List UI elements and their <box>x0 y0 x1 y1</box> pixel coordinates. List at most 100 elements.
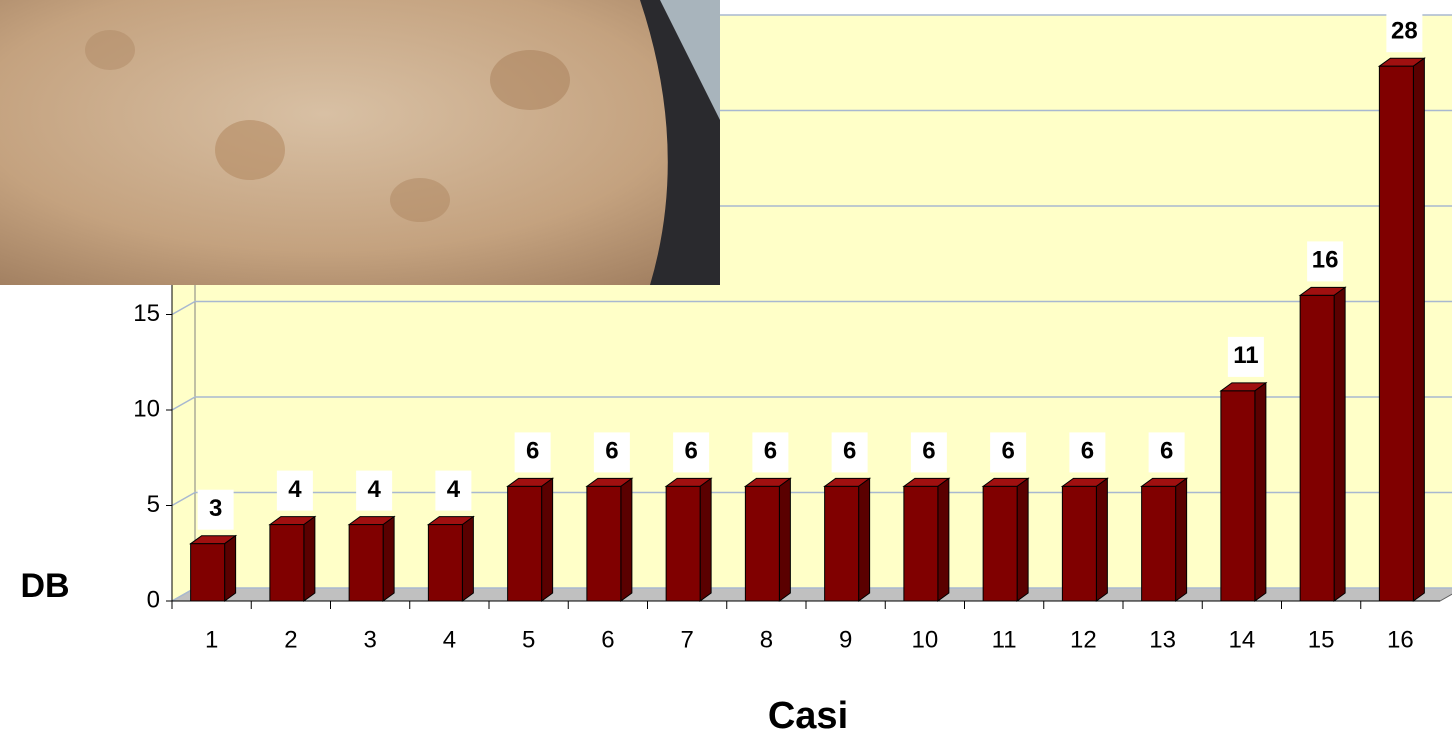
bar-side <box>1333 286 1346 602</box>
bar <box>743 477 792 602</box>
x-tick-label: 8 <box>760 626 773 653</box>
value-label: 6 <box>684 438 697 465</box>
value-label-box <box>197 489 234 530</box>
x-tick-label: 10 <box>912 626 939 653</box>
bar-front <box>269 524 305 602</box>
value-label-box <box>514 432 551 473</box>
bar-front <box>1220 390 1256 602</box>
bar <box>506 477 555 602</box>
grid-line <box>171 396 1452 411</box>
value-label-box <box>1227 336 1264 377</box>
x-tick-label: 15 <box>1308 626 1335 653</box>
bar <box>1140 477 1189 602</box>
bar-side <box>699 477 712 602</box>
y-axis-title: DB <box>20 567 69 605</box>
value-label: 6 <box>526 438 539 465</box>
x-tick-label: 9 <box>839 626 852 653</box>
bar <box>902 477 951 602</box>
value-label: 4 <box>447 476 461 503</box>
photo-spot <box>390 178 450 222</box>
x-tick-label: 1 <box>205 626 218 653</box>
bar <box>189 534 238 602</box>
value-label: 4 <box>288 476 302 503</box>
bar <box>347 515 396 602</box>
photo <box>0 0 720 285</box>
bar <box>268 515 317 602</box>
value-label-box <box>593 432 630 473</box>
value-label-box <box>1069 432 1106 473</box>
bar-side <box>858 477 871 602</box>
photo-spot <box>85 30 135 70</box>
bar-side <box>461 515 474 602</box>
bar-front <box>982 485 1018 602</box>
value-label-box <box>673 432 710 473</box>
x-tick-label: 14 <box>1229 626 1256 653</box>
bar-front <box>586 485 622 602</box>
bar-side <box>1175 477 1188 602</box>
value-label-box <box>831 432 868 473</box>
value-label-box <box>1148 432 1185 473</box>
bar <box>1060 477 1109 602</box>
photo-background <box>660 0 720 120</box>
bar-front <box>665 485 701 602</box>
x-tick-label: 4 <box>443 626 456 653</box>
bar-front <box>348 524 384 602</box>
grid-line <box>171 300 1452 316</box>
bar <box>981 477 1030 602</box>
value-label: 16 <box>1312 247 1339 274</box>
value-label-box <box>356 470 393 511</box>
value-label-box <box>752 432 789 473</box>
value-label: 6 <box>922 438 935 465</box>
bar-side <box>1016 477 1029 602</box>
bar-side <box>1412 57 1425 602</box>
value-label: 6 <box>1160 438 1173 465</box>
bar-front <box>1061 485 1097 602</box>
bar <box>664 477 713 602</box>
value-label-box <box>435 470 472 511</box>
value-label-box <box>1386 12 1423 53</box>
value-label-box <box>910 432 947 473</box>
x-axis-title: Casi <box>768 695 848 737</box>
bar-side <box>1095 477 1108 602</box>
bar-front <box>427 524 463 602</box>
bar <box>823 477 872 602</box>
bar <box>1377 57 1426 602</box>
value-label: 28 <box>1391 18 1418 45</box>
bar-side <box>303 515 316 602</box>
value-label: 6 <box>1001 438 1014 465</box>
value-label: 6 <box>605 438 618 465</box>
x-tick-label: 6 <box>601 626 614 653</box>
bar <box>1219 381 1268 602</box>
value-label: 6 <box>843 438 856 465</box>
photo-spot <box>490 50 570 110</box>
photo-spot <box>215 120 285 180</box>
bar-side <box>541 477 554 602</box>
bar-front <box>1141 485 1177 602</box>
value-label: 11 <box>1233 342 1258 369</box>
bar-front <box>507 485 543 602</box>
value-label: 4 <box>367 476 381 503</box>
bar-front <box>190 543 226 602</box>
bar <box>585 477 634 602</box>
bar-side <box>382 515 395 602</box>
bar-side <box>937 477 950 602</box>
x-tick-label: 13 <box>1149 626 1176 653</box>
bar-front <box>1299 294 1335 602</box>
x-tick-label: 2 <box>284 626 297 653</box>
y-tick-label: 5 <box>147 491 160 518</box>
x-tick-label: 3 <box>363 626 376 653</box>
bar <box>1298 286 1347 602</box>
x-tick-label: 7 <box>680 626 693 653</box>
bar-side <box>1254 381 1267 602</box>
value-label: 6 <box>1081 438 1094 465</box>
value-label-box <box>276 470 313 511</box>
bar-front <box>1378 65 1414 602</box>
grid-line <box>171 491 1452 507</box>
x-tick-label: 16 <box>1387 626 1414 653</box>
y-tick-label: 0 <box>147 586 160 613</box>
bar-front <box>824 485 860 602</box>
value-label: 3 <box>209 495 222 522</box>
value-label-box <box>990 432 1027 473</box>
y-tick-label: 10 <box>133 395 160 422</box>
